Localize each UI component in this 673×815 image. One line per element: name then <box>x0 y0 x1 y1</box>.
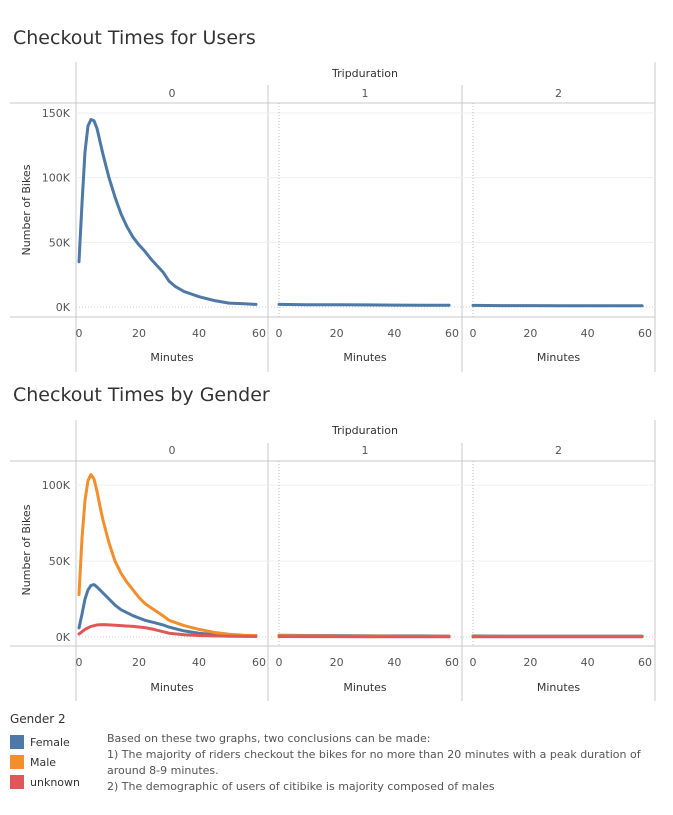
x-tick-label: 0 <box>276 327 283 340</box>
note-line-3: around 8-9 minutes. <box>107 764 219 777</box>
legend-item-male[interactable]: Male <box>10 752 80 772</box>
x-tick-label: 60 <box>445 656 459 669</box>
y-axis-label: Number of Bikes <box>20 504 33 595</box>
x-tick-label: 20 <box>132 656 146 669</box>
x-tick-label: 40 <box>581 656 595 669</box>
x-tick-label: 60 <box>252 327 266 340</box>
panel-header: 1 <box>362 444 369 457</box>
chart-title-users: Checkout Times for Users <box>13 27 256 49</box>
panel-header: 1 <box>362 87 369 100</box>
x-tick-label: 60 <box>252 656 266 669</box>
x-tick-label: 60 <box>638 656 652 669</box>
y-tick-label: 100K <box>42 172 71 185</box>
x-tick-label: 0 <box>76 656 83 669</box>
x-axis-label: Minutes <box>150 351 194 364</box>
x-axis-label: Minutes <box>537 681 581 694</box>
x-tick-label: 20 <box>523 327 537 340</box>
legend-item-female[interactable]: Female <box>10 732 80 752</box>
note-line-1: Based on these two graphs, two conclusio… <box>107 732 431 745</box>
x-tick-label: 60 <box>445 327 459 340</box>
legend-swatch-male <box>10 755 24 769</box>
panel-header: 0 <box>169 87 176 100</box>
legend-title: Gender 2 <box>10 712 66 726</box>
x-tick-label: 40 <box>581 327 595 340</box>
gender-legend: Gender 2 Female Male unknown <box>10 712 80 792</box>
x-axis-label: Minutes <box>343 681 387 694</box>
column-header: Tripduration <box>331 424 398 437</box>
legend-swatch-female <box>10 735 24 749</box>
y-axis-label: Number of Bikes <box>20 164 33 255</box>
x-tick-label: 20 <box>132 327 146 340</box>
panel-header: 2 <box>555 444 562 457</box>
x-tick-label: 40 <box>387 656 401 669</box>
x-tick-label: 0 <box>76 327 83 340</box>
series-line-users <box>277 302 451 307</box>
x-tick-label: 40 <box>387 327 401 340</box>
x-tick-label: 0 <box>470 327 477 340</box>
chart-title-gender: Checkout Times by Gender <box>13 384 270 406</box>
conclusions-text: Based on these two graphs, two conclusio… <box>107 731 667 795</box>
series-line-unknown <box>77 623 258 638</box>
legend-swatch-unknown <box>10 775 24 789</box>
y-tick-label: 0K <box>56 301 71 314</box>
y-tick-label: 50K <box>49 236 71 249</box>
column-header: Tripduration <box>331 67 398 80</box>
x-tick-label: 0 <box>276 656 283 669</box>
x-axis-label: Minutes <box>537 351 581 364</box>
x-tick-label: 40 <box>192 656 206 669</box>
legend-label-male: Male <box>30 755 57 769</box>
y-tick-label: 150K <box>42 107 71 120</box>
panel-header: 2 <box>555 87 562 100</box>
y-tick-label: 0K <box>56 631 71 644</box>
series-line-male <box>77 473 258 637</box>
x-tick-label: 0 <box>470 656 477 669</box>
x-axis-label: Minutes <box>343 351 387 364</box>
y-tick-label: 50K <box>49 555 71 568</box>
series-line-female <box>77 583 258 638</box>
note-line-2: 1) The majority of riders checkout the b… <box>107 748 641 761</box>
x-tick-label: 40 <box>192 327 206 340</box>
legend-label-female: Female <box>30 735 70 749</box>
x-tick-label: 20 <box>330 656 344 669</box>
x-tick-label: 20 <box>330 327 344 340</box>
legend-item-unknown[interactable]: unknown <box>10 772 80 792</box>
x-axis-label: Minutes <box>150 681 194 694</box>
x-tick-label: 20 <box>523 656 537 669</box>
x-tick-label: 60 <box>638 327 652 340</box>
legend-label-unknown: unknown <box>30 775 80 789</box>
series-line-users <box>77 118 258 306</box>
note-line-4: 2) The demographic of users of citibike … <box>107 780 495 793</box>
y-tick-label: 100K <box>42 479 71 492</box>
panel-header: 0 <box>169 444 176 457</box>
